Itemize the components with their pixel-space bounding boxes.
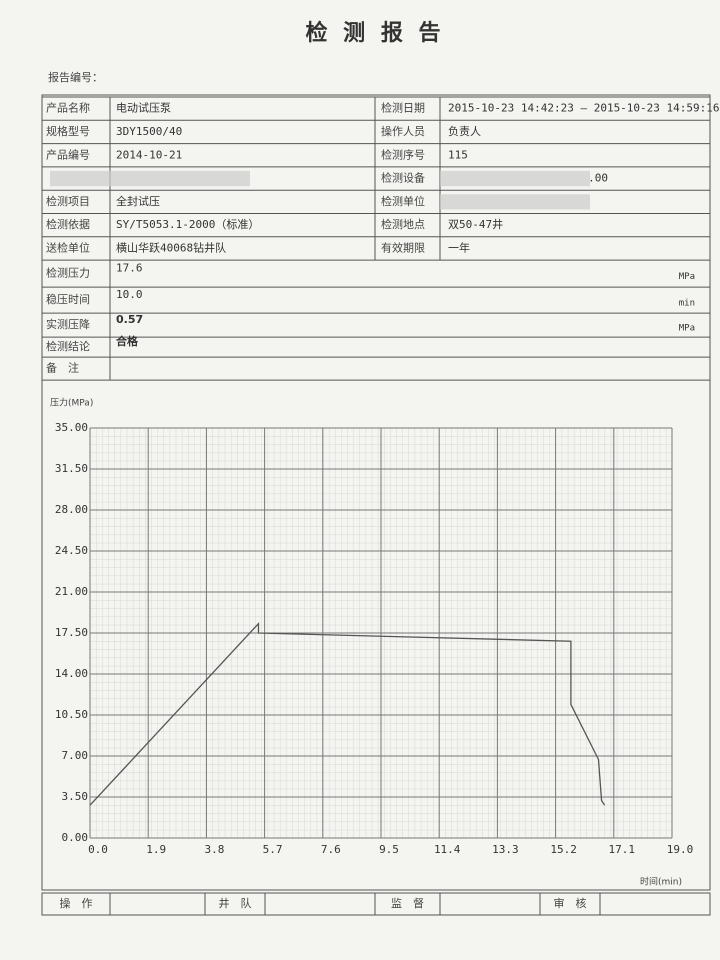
sign-row	[41, 892, 711, 916]
y-tick-label: 24.50	[55, 544, 88, 557]
table-border	[41, 94, 711, 891]
field-label: 检测设备	[381, 171, 425, 185]
field-value: 10.0	[116, 288, 143, 301]
x-tick-label: 17.1	[609, 843, 636, 856]
field-value: 双50-47井	[448, 217, 503, 231]
field-label: 备 注	[46, 361, 79, 375]
field-value: 115	[448, 148, 468, 161]
x-axis-label: 时间(min)	[640, 876, 682, 888]
sign-label: 监 督	[391, 896, 424, 910]
report-title: 检 测 报 告	[306, 20, 445, 46]
sign-label: 井 队	[219, 896, 252, 910]
field-unit: MPa	[679, 272, 695, 282]
field-label: 检测压力	[46, 266, 90, 280]
field-value: 3DY1500/40	[116, 125, 182, 138]
field-value: 0.57	[116, 313, 143, 326]
y-tick-label: 31.50	[55, 462, 88, 475]
y-tick-label: 28.00	[55, 503, 88, 516]
field-value: 横山华跃40068钻井队	[116, 240, 226, 254]
field-value: 合格	[116, 334, 139, 348]
field-label: 稳压时间	[46, 292, 90, 306]
field-value: 负责人	[448, 124, 481, 138]
report-number-label: 报告编号：	[48, 70, 103, 84]
y-tick-label: 0.00	[62, 831, 89, 844]
field-label: 检测序号	[381, 147, 425, 161]
y-tick-label: 35.00	[55, 421, 88, 434]
field-value: 2015-10-23 14:42:23 – 2015-10-23 14:59:1…	[448, 102, 720, 115]
field-label: 产品编号	[46, 147, 90, 161]
x-tick-label: 5.7	[263, 843, 283, 856]
field-label: 操作人员	[381, 124, 425, 138]
field-value: 一年	[448, 240, 470, 254]
x-tick-label: 9.5	[379, 843, 399, 856]
field-value: .00	[588, 172, 608, 185]
x-tick-label: 15.2	[550, 843, 577, 856]
field-unit: min	[679, 299, 695, 309]
x-tick-label: 0.0	[88, 843, 108, 856]
y-tick-label: 21.00	[55, 585, 88, 598]
field-value: SY/T5053.1-2000（标准）	[116, 217, 259, 231]
field-label: 有效期限	[381, 240, 425, 254]
field-label: 实测压降	[46, 317, 90, 331]
redacted	[440, 170, 590, 187]
y-tick-label: 14.00	[55, 667, 88, 680]
y-tick-label: 10.50	[55, 708, 88, 721]
y-axis-label: 压力(MPa)	[50, 397, 93, 409]
field-value: 全封试压	[116, 194, 160, 208]
redacted	[50, 170, 250, 187]
x-tick-label: 13.3	[492, 843, 519, 856]
x-tick-label: 1.9	[146, 843, 166, 856]
field-label: 检测地点	[381, 217, 425, 231]
pressure-line	[89, 621, 606, 806]
field-label: 检测依据	[46, 217, 90, 231]
y-tick-label: 17.50	[55, 626, 88, 639]
field-value: 2014-10-21	[116, 148, 182, 161]
field-label: 检测结论	[46, 339, 90, 353]
y-tick-label: 7.00	[62, 749, 89, 762]
y-tick-label: 3.50	[62, 790, 89, 803]
field-unit: MPa	[679, 324, 695, 334]
field-label: 检测项目	[46, 194, 90, 208]
field-label: 规格型号	[46, 124, 90, 138]
field-label: 产品名称	[46, 101, 90, 115]
sign-label: 审 核	[554, 896, 587, 910]
x-tick-label: 3.8	[204, 843, 224, 856]
field-label: 送检单位	[46, 240, 90, 254]
x-tick-label: 11.4	[434, 843, 461, 856]
field-label: 检测日期	[381, 101, 425, 115]
redacted	[440, 194, 590, 210]
field-value: 电动试压泵	[116, 102, 171, 115]
sign-label: 操 作	[60, 896, 93, 910]
x-tick-label: 19.0	[667, 843, 694, 856]
field-label: 检测单位	[381, 194, 425, 208]
field-value: 17.6	[116, 262, 143, 275]
x-tick-label: 7.6	[321, 843, 341, 856]
